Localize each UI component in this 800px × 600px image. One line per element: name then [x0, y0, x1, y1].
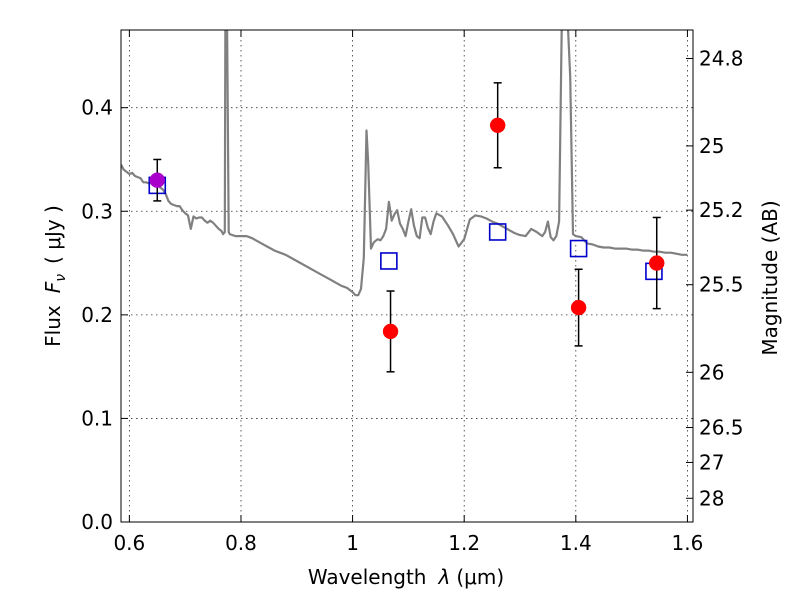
x-tick-label: 0.6 — [113, 531, 145, 555]
y-tick-label: 0.3 — [81, 199, 113, 223]
x-tick-label: 1.2 — [448, 531, 480, 555]
grid — [121, 30, 693, 523]
x-axis-label: Wavelength λ (μm) — [308, 565, 504, 589]
observed-photometry-point — [570, 299, 587, 316]
x-tick-label: 0.8 — [225, 531, 257, 555]
y-axis-label: FluxFν( μJy ) — [41, 205, 69, 347]
observed-photometry-point — [382, 323, 399, 340]
y-tick-label: 0.1 — [81, 406, 113, 430]
y2-tick-label: 26 — [699, 360, 724, 384]
y2-tick-label: 28 — [699, 486, 724, 510]
model-photometry-square — [488, 223, 507, 241]
observed-photometry-point — [149, 172, 166, 188]
y2-tick-label: 24.8 — [699, 46, 744, 70]
plot-area — [121, 30, 688, 373]
plot-frame — [120, 29, 694, 523]
axis-labels: Wavelength λ (μm) FluxFν( μJy ) Magnitude … — [41, 200, 782, 589]
y2-tick-label: 25.5 — [699, 273, 744, 297]
x-tick-label: 1.4 — [560, 531, 592, 555]
x-tick-label: 1 — [346, 531, 359, 555]
x-tick-label: 1.6 — [672, 531, 704, 555]
model-photometry-square — [380, 252, 398, 270]
y2-axis-label: Magnitude (AB) — [758, 200, 782, 355]
model-sed-line — [121, 30, 688, 297]
y-tick-label: 0.2 — [81, 303, 113, 327]
y-tick-label: 0.0 — [81, 510, 113, 534]
y2-tick-label: 25 — [699, 134, 724, 158]
observed-photometry-point — [489, 117, 506, 134]
y2-tick-label: 25.2 — [699, 198, 744, 222]
y2-tick-label: 26.5 — [699, 416, 744, 440]
y-tick-label: 0.4 — [81, 96, 113, 120]
observed-photometry-point — [648, 255, 665, 271]
axes: 0.6 0.8 1 1.2 1.4 1.6 0.0 0.1 0.2 0.3 0.4 24.8 25 25.… — [81, 29, 744, 555]
y2-tick-label: 27 — [699, 450, 724, 474]
model-photometry-square — [569, 239, 588, 258]
